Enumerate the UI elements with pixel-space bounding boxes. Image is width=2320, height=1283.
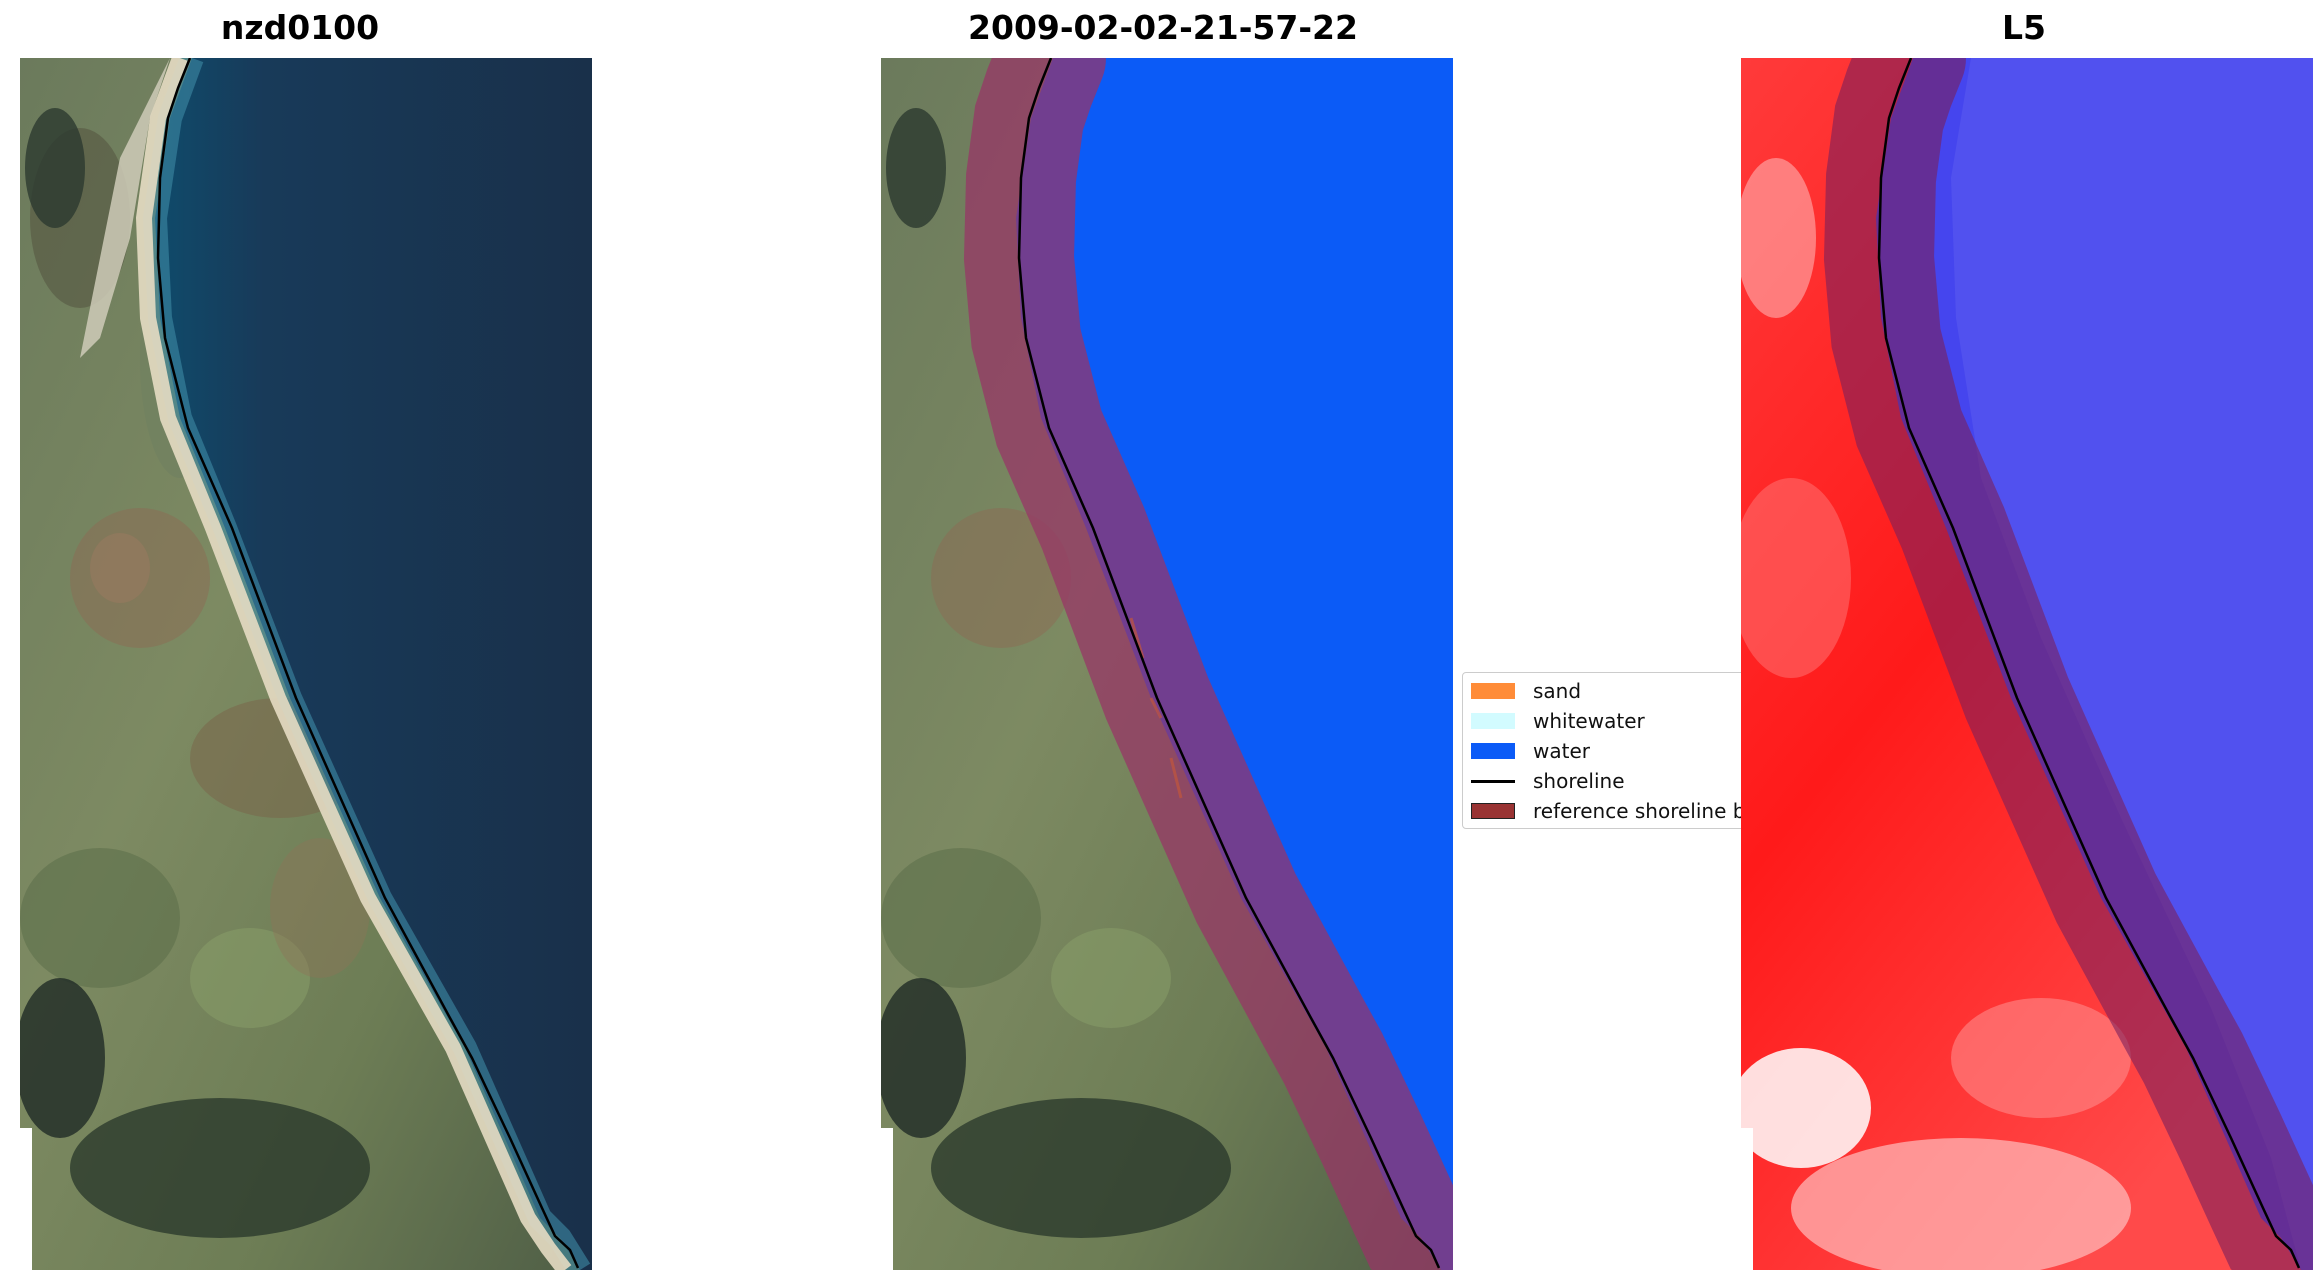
legend: sand whitewater water shoreline referenc… <box>1462 672 1792 829</box>
shoreline-line <box>1877 58 2301 1269</box>
legend-label: water <box>1533 739 1590 763</box>
legend-item-shoreline: shoreline <box>1471 769 1625 793</box>
water-swatch <box>1471 743 1515 759</box>
shoreline-line <box>156 58 580 1269</box>
index-image <box>1741 58 2313 1270</box>
index-image-panel <box>1741 58 2313 1270</box>
legend-item-whitewater: whitewater <box>1471 709 1645 733</box>
legend-item-sand: sand <box>1471 679 1581 703</box>
shoreline-line <box>1017 58 1441 1269</box>
panel-title-index: L5 <box>2002 8 2046 47</box>
whitewater-swatch <box>1471 713 1515 729</box>
legend-label: whitewater <box>1533 709 1645 733</box>
satellite-image-panel <box>20 58 592 1270</box>
panel-title-classification: 2009-02-02-21-57-22 <box>968 8 1358 47</box>
satellite-image <box>20 58 592 1270</box>
panel-title-satellite: nzd0100 <box>220 8 380 47</box>
sand-swatch <box>1471 683 1515 699</box>
legend-label: shoreline <box>1533 769 1625 793</box>
shoreline-swatch <box>1471 779 1515 783</box>
legend-label: sand <box>1533 679 1582 703</box>
legend-item-water: water <box>1471 739 1590 763</box>
reference-buffer-swatch <box>1471 803 1515 819</box>
classification-image <box>881 58 1453 1270</box>
classification-panel <box>881 58 1453 1270</box>
